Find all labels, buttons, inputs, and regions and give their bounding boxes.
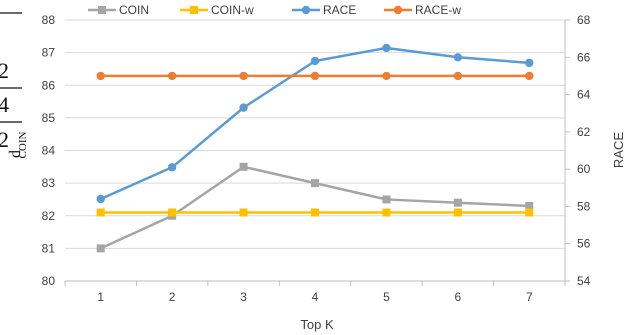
data-point-coin-w (525, 208, 534, 217)
legend-item-coin: COIN (88, 3, 149, 17)
y-left-tick-label: 88 (42, 13, 56, 27)
axes (64, 19, 570, 286)
legend: COIN COIN-w RACE RACE-w (88, 3, 461, 17)
legend-label-race-w: RACE-w (415, 3, 461, 17)
y-right-tick-label: 56 (577, 237, 591, 251)
y-left-tick-label: 80 (42, 274, 56, 288)
data-point-race (453, 53, 463, 62)
data-point-race-w (382, 71, 391, 81)
legend-item-race-w: RACE-w (384, 3, 461, 17)
legend-label-coin: COIN (119, 3, 149, 17)
x-tick-label: 4 (312, 290, 319, 304)
y-left-tick-label: 84 (42, 144, 56, 158)
overlay-axis-subscript: COIN (17, 132, 29, 159)
data-point-coin (382, 195, 391, 204)
data-point-race-w (310, 71, 320, 81)
series-line-coin (100, 165, 530, 250)
series-coin-w (96, 208, 534, 217)
left-overlay-fragment: 2 4 2 d COIN (0, 12, 29, 159)
y-left-tick-label: 83 (42, 176, 56, 190)
y-right-axis-title: RACE (611, 132, 626, 168)
series-line-race (100, 46, 530, 201)
data-point-race-w (453, 71, 463, 81)
x-tick-label: 1 (97, 290, 104, 304)
legend-marker-coin-w (190, 6, 198, 14)
legend-label-coin-w: COIN-w (211, 3, 254, 17)
y-right-tick-label: 64 (577, 88, 591, 102)
data-point-coin (453, 198, 462, 207)
series-race (96, 43, 534, 204)
y-left-tick-label: 82 (42, 209, 56, 223)
y-right-tick-label: 62 (577, 125, 591, 139)
data-point-race-w (525, 71, 534, 81)
data-point-coin-w (168, 208, 177, 217)
series-coin (96, 162, 534, 253)
x-tick-label: 6 (455, 290, 462, 304)
data-point-coin-w (382, 208, 391, 217)
y-right-tick-labels: 54 56 58 60 62 64 66 68 (577, 13, 591, 288)
y-left-tick-label: 85 (42, 111, 56, 125)
series-race-w (96, 71, 534, 81)
y-left-tick-labels: 80 81 82 83 84 85 86 87 88 (42, 13, 56, 288)
legend-marker-race (301, 5, 311, 15)
series-group (96, 43, 534, 253)
legend-item-race: RACE (292, 3, 356, 17)
x-tick-label: 3 (240, 290, 247, 304)
data-point-coin (239, 162, 248, 171)
overlay-axis-fragment: d (7, 150, 24, 158)
data-point-coin-w (311, 208, 319, 217)
data-point-race-w (96, 71, 105, 81)
data-point-race (525, 58, 534, 68)
legend-marker-coin (98, 6, 106, 14)
overlay-glyph-2: 4 (0, 92, 9, 117)
data-point-race (310, 56, 320, 66)
data-point-race-w (167, 71, 177, 81)
data-point-race (239, 103, 248, 112)
data-point-coin-w (239, 208, 248, 217)
x-tick-label: 2 (169, 290, 176, 304)
data-point-coin (525, 201, 534, 210)
y-right-tick-label: 60 (577, 162, 591, 176)
data-point-race (96, 194, 105, 204)
data-point-coin (311, 179, 319, 188)
y-right-tick-label: 54 (577, 274, 591, 288)
y-left-tick-label: 87 (42, 46, 56, 60)
y-right-tick-label: 66 (577, 50, 591, 64)
legend-item-coin-w: COIN-w (180, 3, 254, 17)
overlay-glyph-3: 2 (0, 127, 9, 152)
legend-label-race: RACE (323, 3, 356, 17)
overlay-glyph-1: 2 (0, 58, 9, 83)
data-point-coin-w (453, 208, 462, 217)
data-point-coin-w (96, 208, 105, 217)
y-left-tick-label: 81 (42, 241, 56, 255)
x-axis-title: Top K (300, 317, 334, 332)
data-point-race (167, 163, 177, 172)
x-tick-label: 5 (383, 290, 390, 304)
data-point-race-w (239, 71, 248, 81)
legend-marker-race-w (393, 5, 403, 15)
y-right-tick-label: 58 (577, 199, 591, 213)
x-tick-label: 7 (526, 290, 533, 304)
y-right-tick-label: 68 (577, 13, 591, 27)
y-left-tick-label: 86 (42, 78, 56, 92)
data-point-race (382, 43, 391, 53)
x-tick-labels: 1 2 3 4 5 6 7 (97, 290, 533, 304)
data-point-coin (96, 244, 105, 253)
